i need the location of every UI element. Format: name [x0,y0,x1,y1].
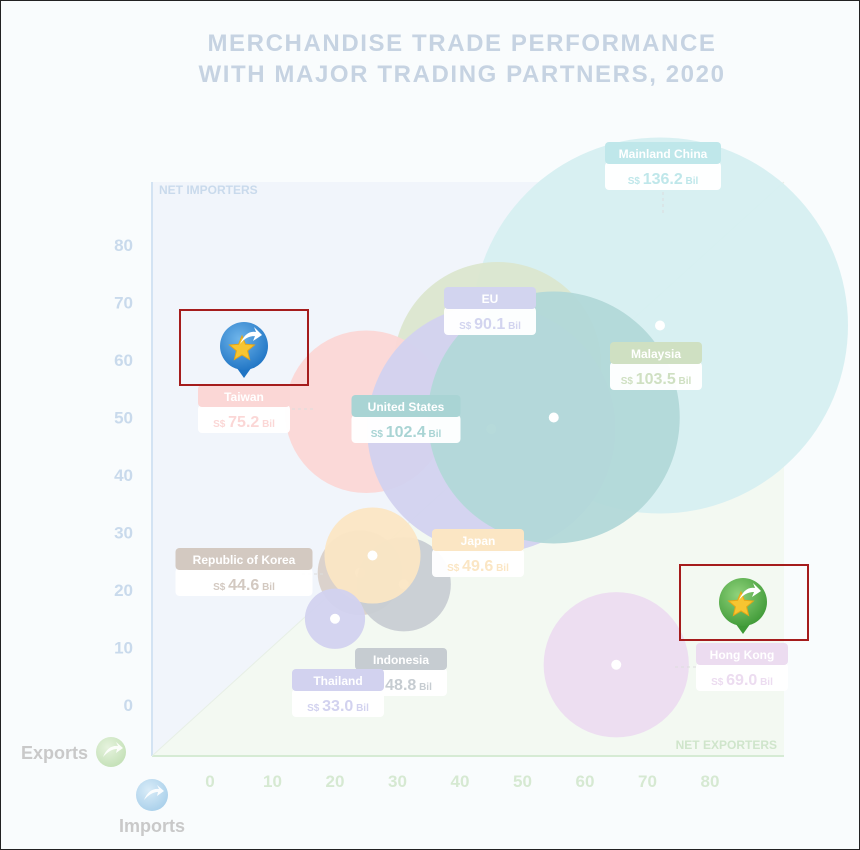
chart-title-line-1: MERCHANDISE TRADE PERFORMANCE [207,30,717,57]
callout-malaysia: Malaysia S$ 103.5 Bil [610,342,702,390]
callout-header [355,648,447,670]
callout-value: S$ 90.1 Bil [459,316,521,333]
callout-hong-kong: Hong Kong S$ 69.0 Bil [696,643,788,691]
callout-value: S$ 136.2 Bil [628,171,699,188]
highlight-box-lower [679,564,809,641]
chart-title-line-2: WITH MAJOR TRADING PARTNERS, 2020 [198,61,726,88]
callout-japan: Japan S$ 49.6 Bil [432,529,524,577]
x-axis-label: Exports [21,743,88,763]
x-tick-label: 80 [701,772,720,791]
callout-thailand: Thailand S$ 33.0 Bil [292,669,384,717]
callout-taiwan: Taiwan S$ 75.2 Bil [198,385,290,433]
callout-value: S$ 69.0 Bil [711,672,773,689]
x-tick-label: 50 [513,772,532,791]
callout-box [696,663,788,691]
callout-mainland-china: Mainland China S$ 136.2 Bil [605,142,721,190]
imports-arrow-icon [136,779,168,811]
y-tick-label: 0 [124,696,133,715]
callout-header [696,643,788,665]
y-tick-label: 60 [114,351,133,370]
x-tick-label: 40 [451,772,470,791]
y-tick-label: 30 [114,524,133,543]
callout-box [198,405,290,433]
x-tick-label: 60 [576,772,595,791]
y-tick-label: 70 [114,294,133,313]
callout-header [198,385,290,407]
callout-header [292,669,384,691]
highlight-box-upper [179,309,309,386]
callout-header [351,395,461,417]
callout-header [432,529,524,551]
y-tick-label: 50 [114,409,133,428]
callout-name: United States [368,400,445,414]
callout-box [175,568,313,596]
callout-name: EU [482,292,499,306]
callout-value: S$ 33.0 Bil [307,698,369,715]
callout-name: Thailand [313,674,362,688]
callout-name: Hong Kong [710,648,775,662]
callout-box [605,162,721,190]
x-tick-label: 0 [205,772,214,791]
callout-value: S$ 49.6 Bil [447,558,509,575]
callout-value: S$ 44.6 Bil [213,577,275,594]
callout-header [175,548,313,570]
x-tick-label: 10 [263,772,282,791]
callout-value: S$ 103.5 Bil [621,371,692,388]
x-tick-label: 70 [638,772,657,791]
bubble-dot-thailand [330,613,340,624]
callout-header [605,142,721,164]
callout-value: S$ 75.2 Bil [213,414,275,431]
callout-box [610,362,702,390]
bubble-dot-malaysia [548,412,559,423]
callout-name: Japan [461,534,496,548]
x-tick-label: 30 [388,772,407,791]
green-star-arrow-icon [719,578,767,634]
callout-united-states: United States S$ 102.4 Bil [351,395,461,443]
callout-name: Indonesia [373,653,429,667]
net-importers-label: NET IMPORTERS [159,183,258,197]
callout-name: Taiwan [224,390,264,404]
y-axis-label: Imports [119,816,185,836]
y-tick-label: 80 [114,236,133,255]
callout-box [432,549,524,577]
chart-title: MERCHANDISE TRADE PERFORMANCE WITH MAJOR… [0,28,860,90]
callout-name: Mainland China [619,147,708,161]
callout-name: Malaysia [631,347,681,361]
callout-header [444,287,536,309]
y-tick-label: 40 [114,466,133,485]
net-exporters-label: NET EXPORTERS [676,738,777,752]
callout-name: Republic of Korea [193,553,296,567]
callout-header [610,342,702,364]
callout-box [444,307,536,335]
bubble-dot-hong-kong [611,659,622,670]
x-tick-label: 20 [326,772,345,791]
exports-arrow-icon [96,737,126,767]
callout-republic-of-korea: Republic of Korea S$ 44.6 Bil [175,548,313,596]
callout-box [351,415,461,443]
y-tick-label: 10 [114,639,133,658]
callout-box [292,689,384,717]
bubble-dot-mainland-china [655,320,665,331]
callout-eu: EU S$ 90.1 Bil [444,287,536,335]
blue-star-arrow-icon [220,322,268,378]
callout-layer: Mainland China S$ 136.2 Bil EU S$ 90.1 Bil M… [175,142,788,717]
y-tick-label: 20 [114,581,133,600]
bubble-dot-japan [367,550,378,561]
callout-value: S$ 102.4 Bil [371,424,442,441]
